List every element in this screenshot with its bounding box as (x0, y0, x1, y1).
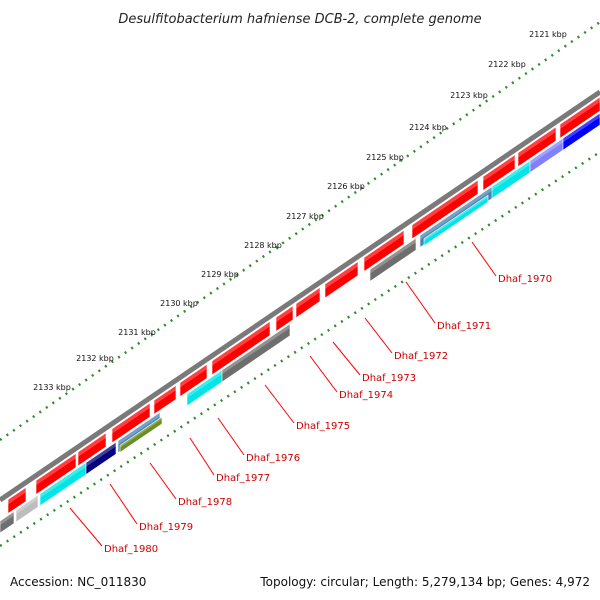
ruler-label: 2131 kbp (118, 328, 156, 337)
gene-label-leader (332, 341, 361, 376)
reverse-gene-block-highlight (187, 370, 222, 399)
accession-text: Accession: NC_011830 (10, 575, 146, 589)
gene-label: Dhaf_1974 (339, 390, 393, 401)
reverse-gene-block-highlight (84, 442, 116, 469)
ruler-label: 2125 kbp (366, 153, 404, 162)
gene-label-leader (364, 317, 393, 354)
gene-label-leader (189, 437, 215, 476)
genome-summary-text: Topology: circular; Length: 5,279,134 bp… (259, 575, 590, 589)
reverse-gene-block (39, 461, 87, 507)
forward-gene-block-highlight (8, 487, 26, 505)
gene-label-leader (109, 483, 138, 525)
forward-gene-block-highlight (412, 179, 478, 230)
gene-label-leader (217, 417, 245, 456)
forward-gene-block (363, 229, 405, 273)
forward-gene-block-highlight (212, 321, 270, 366)
reverse-gene-block (369, 237, 417, 282)
forward-gene-block (517, 126, 557, 168)
gene-label-leader (405, 281, 436, 324)
ruler-label: 2133 kbp (33, 383, 71, 392)
forward-gene-block (77, 432, 107, 467)
ruler-label: 2127 kbp (286, 212, 324, 221)
forward-gene-block-highlight (325, 261, 358, 289)
reverse-gene-block-highlight (420, 186, 492, 240)
forward-gene-block (111, 402, 151, 444)
gene-label: Dhaf_1979 (139, 522, 193, 533)
genome-backbone (0, 89, 600, 503)
reverse-gene-block (15, 494, 39, 523)
forward-gene-block (324, 260, 359, 299)
outer-tick-line (0, 20, 600, 442)
gene-labels: Dhaf_1970 Dhaf_1971 Dhaf_1972 Dhaf_1973 Dhaf… (69, 241, 552, 555)
reverse-gene-block-highlight (40, 462, 86, 498)
ruler-label: 2123 kbp (450, 91, 488, 100)
reverse-gene-block (423, 194, 489, 247)
reverse-gene-block (119, 416, 163, 453)
gene-label-leader (309, 355, 338, 393)
forward-gene-block-highlight (518, 126, 556, 158)
reverse-gene-block-highlight (120, 416, 162, 448)
ruler-label: 2126 kbp (327, 182, 365, 191)
gene-label: Dhaf_1973 (362, 373, 416, 384)
forward-gene-block-highlight (560, 97, 600, 130)
forward-gene-block (153, 384, 177, 415)
forward-gene-block (482, 154, 516, 192)
gene-label: Dhaf_1978 (178, 497, 232, 508)
gene-label-leader (69, 507, 103, 547)
reverse-gene-block (0, 510, 15, 534)
reverse-gene-block-highlight (16, 495, 38, 515)
gene-label-leader (471, 241, 497, 277)
reverse-gene-block-highlight (219, 323, 290, 377)
reverse-gene-block-highlight (553, 113, 600, 150)
gene-label-leader (264, 384, 295, 424)
reverse-gene-block-highlight (522, 138, 563, 171)
ruler-label: 2122 kbp (488, 60, 526, 69)
ruler-label: 2130 kbp (160, 299, 198, 308)
ruler-labels: 2121 kbp 2122 kbp 2123 kbp 2124 kbp 2125 kbp… (33, 30, 567, 392)
gene-label: Dhaf_1977 (216, 473, 270, 484)
outer-ruler (0, 20, 600, 442)
reverse-gene-block (186, 369, 223, 407)
gene-label: Dhaf_1976 (246, 453, 300, 464)
reverse-gene-block-highlight (488, 160, 530, 194)
ruler-label: 2128 kbp (244, 241, 282, 250)
map-title: Desulfitobacterium hafniense DCB-2, comp… (118, 12, 481, 27)
forward-gene-block (211, 320, 271, 376)
gene-label: Dhaf_1971 (437, 321, 491, 332)
reverse-strand-genes (0, 112, 600, 534)
forward-gene-block-highlight (180, 364, 207, 388)
forward-gene-block-highlight (483, 154, 515, 182)
forward-gene-block (179, 363, 208, 398)
gene-label: Dhaf_1970 (498, 274, 552, 285)
reverse-gene-block-highlight (0, 511, 14, 526)
forward-strand-genes (7, 96, 600, 515)
forward-gene-block-highlight (154, 385, 176, 406)
forward-gene-block (7, 486, 27, 515)
gene-label-leader (149, 462, 177, 500)
forward-gene-block (35, 452, 77, 496)
forward-gene-block-highlight (112, 403, 150, 434)
forward-gene-block (411, 179, 479, 240)
gene-label: Dhaf_1972 (394, 351, 448, 362)
forward-gene-block-highlight (364, 230, 404, 263)
forward-gene-block (275, 305, 294, 332)
gene-label: Dhaf_1980 (104, 544, 158, 555)
ruler-label: 2129 kbp (201, 270, 239, 279)
forward-gene-block-highlight (78, 432, 106, 457)
gene-label: Dhaf_1975 (296, 421, 350, 432)
reverse-gene-block-highlight (370, 238, 416, 274)
forward-gene-block (559, 96, 600, 139)
ruler-label: 2132 kbp (76, 354, 114, 363)
ruler-label: 2124 kbp (409, 123, 447, 132)
forward-gene-block-highlight (296, 287, 320, 309)
reverse-gene-block-highlight (424, 195, 488, 242)
forward-gene-block (295, 286, 321, 319)
forward-gene-block-highlight (276, 305, 293, 323)
ruler-label: 2121 kbp (529, 30, 567, 39)
forward-gene-block-highlight (36, 453, 76, 486)
reverse-gene-block-highlight (118, 412, 160, 445)
